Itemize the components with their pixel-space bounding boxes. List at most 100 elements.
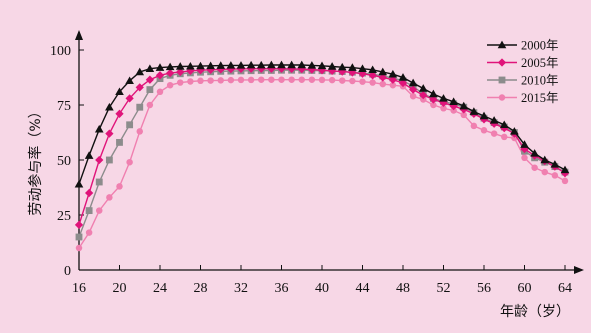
legend-item-3: 2015年 <box>487 91 559 105</box>
data-point <box>207 77 214 84</box>
data-point <box>84 188 94 198</box>
data-point <box>196 66 205 75</box>
legend-item-0: 2000年 <box>487 39 559 53</box>
data-point <box>297 60 307 69</box>
data-point <box>348 63 357 71</box>
data-point <box>318 76 326 84</box>
x-tick-label: 64 <box>558 281 572 296</box>
data-point <box>388 69 398 78</box>
series-3 <box>75 76 569 252</box>
data-point <box>409 92 417 100</box>
data-point <box>125 94 134 103</box>
data-point <box>439 94 448 102</box>
data-point <box>115 87 124 96</box>
legend-item-1: 2005年 <box>487 56 559 70</box>
data-point <box>197 77 204 85</box>
data-point <box>287 60 296 69</box>
data-point <box>368 65 377 74</box>
data-point <box>429 89 438 98</box>
data-point <box>440 105 447 112</box>
data-point <box>349 77 356 85</box>
data-point <box>187 78 194 85</box>
data-point <box>126 121 134 129</box>
y-tick-label: 0 <box>64 264 71 279</box>
data-point <box>227 76 235 84</box>
data-point <box>369 79 376 86</box>
axes: 0 25 50 75 100 16 20 24 28 32 36 40 44 48 52 56 60 64 <box>50 30 584 296</box>
x-tick-label: 56 <box>477 281 491 296</box>
x-tick-label: 28 <box>194 281 208 296</box>
data-point <box>328 76 336 84</box>
data-point <box>216 65 225 74</box>
data-point <box>288 76 295 83</box>
data-point <box>368 71 377 80</box>
x-tick-label: 44 <box>356 281 370 296</box>
data-point <box>307 61 317 69</box>
legend-marker <box>498 94 506 101</box>
data-point <box>126 158 133 166</box>
data-point <box>419 90 428 100</box>
data-point <box>176 67 185 77</box>
data-point <box>247 76 255 84</box>
data-point <box>337 62 347 71</box>
data-point <box>520 140 529 148</box>
x-axis-arrow <box>574 266 584 274</box>
data-point <box>408 85 418 94</box>
data-point <box>268 76 275 83</box>
data-point <box>267 60 276 69</box>
data-point <box>186 61 195 70</box>
data-point <box>155 63 165 71</box>
data-point <box>165 68 175 78</box>
data-point <box>389 81 397 89</box>
legend-item-2: 2010年 <box>487 74 559 88</box>
data-point <box>429 95 438 104</box>
data-point <box>146 101 154 109</box>
data-point <box>469 107 479 115</box>
data-point <box>75 244 83 252</box>
data-point <box>378 73 387 82</box>
data-point <box>378 67 388 76</box>
x-tick-label: 20 <box>113 281 127 296</box>
data-point <box>105 102 114 111</box>
data-point <box>115 109 124 118</box>
data-point <box>206 61 215 70</box>
data-point <box>246 60 256 69</box>
data-point <box>177 79 184 86</box>
data-point <box>256 60 266 69</box>
series-1 <box>74 64 570 230</box>
data-point <box>236 61 246 69</box>
data-point <box>217 77 224 84</box>
data-point <box>116 183 123 190</box>
data-point <box>398 73 408 81</box>
data-point <box>258 76 265 83</box>
y-axis-label: 劳动参与率（%） <box>27 104 44 215</box>
data-point <box>540 155 550 164</box>
x-tick-label: 48 <box>396 281 410 296</box>
data-point <box>246 64 256 73</box>
data-point <box>520 144 529 154</box>
data-point <box>398 78 408 88</box>
data-point <box>145 75 155 84</box>
data-point <box>105 156 113 164</box>
data-point <box>430 101 437 109</box>
data-point <box>146 86 154 94</box>
x-tick-label: 52 <box>437 281 451 296</box>
data-point <box>339 77 346 84</box>
data-point <box>460 111 467 119</box>
data-point <box>206 65 215 74</box>
data-point <box>359 78 366 85</box>
data-point <box>449 97 458 105</box>
data-point <box>480 127 488 134</box>
data-point <box>531 164 538 171</box>
data-point <box>560 165 570 174</box>
data-point <box>125 76 134 85</box>
legend-label: 2005年 <box>521 56 559 70</box>
y-tick-label: 75 <box>57 99 71 114</box>
data-point <box>561 177 569 185</box>
data-point <box>145 64 155 72</box>
data-point <box>408 78 418 87</box>
legend-label: 2000年 <box>521 39 559 53</box>
data-point <box>470 122 478 130</box>
legend: 2000年 2005年 2010年 2015年 <box>487 39 559 105</box>
